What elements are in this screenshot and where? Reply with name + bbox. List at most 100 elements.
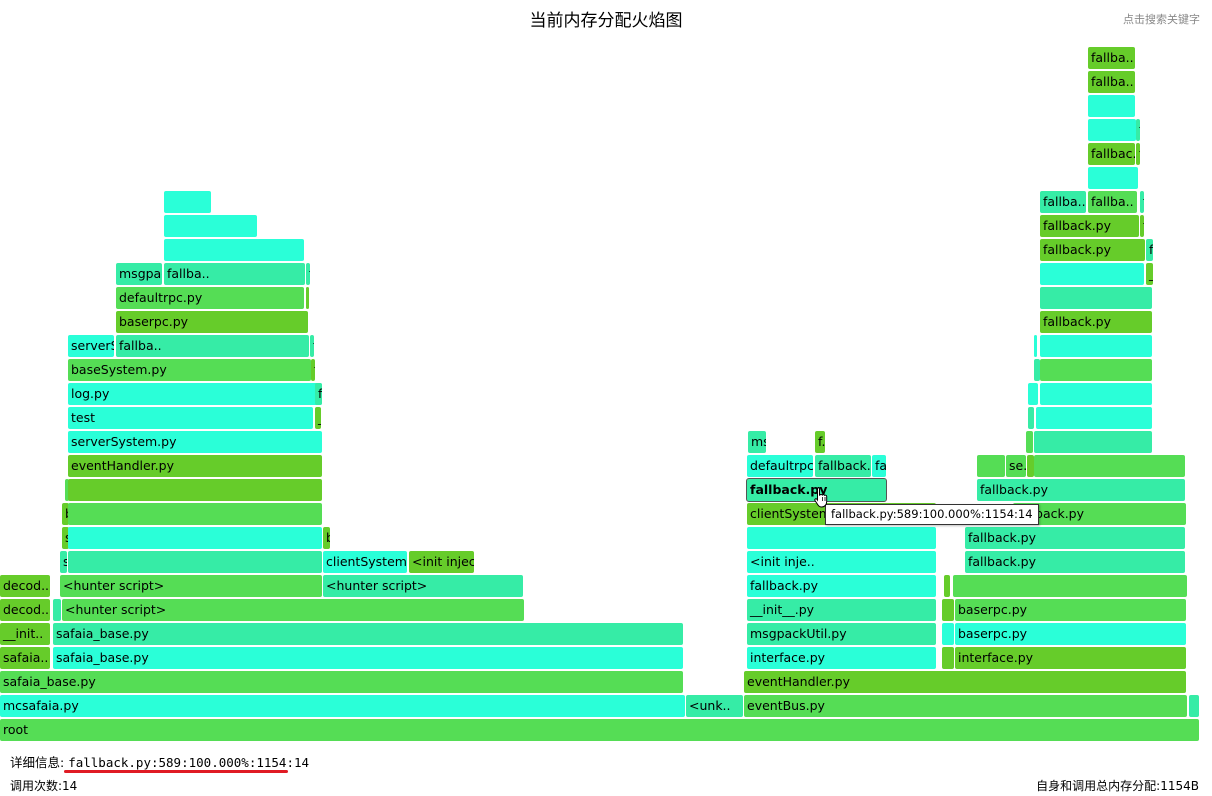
flame-frame[interactable] (1028, 407, 1034, 429)
flame-frame[interactable]: fallback.py (311, 359, 315, 381)
flame-frame[interactable]: fallba.. (1088, 71, 1135, 93)
flame-frame[interactable]: root (0, 719, 1199, 741)
flame-frame[interactable]: baserpc.py (955, 599, 1186, 621)
flame-frame[interactable] (1034, 455, 1185, 477)
flame-frame[interactable]: fallba.. (1136, 119, 1140, 141)
flame-frame[interactable] (942, 647, 954, 669)
flame-frame[interactable] (953, 575, 1187, 597)
flame-frame[interactable] (1040, 335, 1152, 357)
flame-frame[interactable] (1040, 263, 1144, 285)
flame-frame[interactable]: __init.. (0, 623, 50, 645)
flame-frame[interactable] (1088, 95, 1135, 117)
flame-frame[interactable] (944, 575, 950, 597)
flame-frame[interactable]: serverSystem.py (68, 431, 322, 453)
flame-frame[interactable] (1026, 431, 1033, 453)
flame-frame[interactable]: log.py (68, 383, 322, 405)
flame-frame[interactable]: <hunter script> (60, 575, 322, 597)
flame-frame[interactable]: safaia.. (0, 647, 50, 669)
flame-frame[interactable] (164, 191, 211, 213)
flame-frame[interactable]: eventBus.py (744, 695, 1187, 717)
flame-frame[interactable]: fallbac.. (1088, 143, 1135, 165)
flame-frame[interactable]: serverSystemManager.py (62, 527, 69, 549)
flame-frame[interactable]: decod.. (0, 575, 50, 597)
flame-frame[interactable]: fallba.. (1136, 143, 1140, 165)
flame-frame[interactable]: serverrpchandler.py (60, 551, 67, 573)
flame-frame[interactable] (977, 455, 1005, 477)
flame-frame[interactable]: <init inje.. (747, 551, 936, 573)
flame-frame[interactable]: mcsafaia.py (0, 695, 685, 717)
flame-frame[interactable] (68, 551, 322, 573)
flame-frame[interactable] (1034, 359, 1040, 381)
flame-frame[interactable]: __init__.py (747, 599, 936, 621)
flame-frame[interactable]: interface.py (747, 647, 936, 669)
flame-frame[interactable]: clientSystem.py (323, 551, 407, 573)
flame-frame[interactable]: baserpc.py (116, 311, 308, 333)
flame-frame[interactable] (1027, 455, 1034, 477)
flame-frame[interactable] (1040, 287, 1152, 309)
flame-frame[interactable]: eventHandler.py (744, 671, 1186, 693)
flame-frame[interactable]: fallba.. (116, 335, 309, 357)
flame-frame[interactable] (68, 503, 322, 525)
flame-frame[interactable] (1034, 335, 1037, 357)
flame-frame[interactable]: <init injecti.. (409, 551, 474, 573)
flame-frame[interactable]: baserpc.py (955, 623, 1186, 645)
search-keyword-button[interactable]: 点击搜索关键字 (1123, 13, 1200, 26)
flame-frame[interactable]: fallback.py (747, 575, 936, 597)
flame-frame[interactable] (1036, 407, 1152, 429)
flame-frame[interactable]: fallback.py (815, 455, 871, 477)
flame-frame[interactable]: f.. (815, 431, 825, 453)
flame-frame[interactable] (942, 599, 954, 621)
flame-frame[interactable]: fallback.py (1146, 239, 1153, 261)
flame-frame[interactable] (164, 215, 257, 237)
flame-frame[interactable]: safaia_base.py (53, 623, 683, 645)
flame-frame[interactable]: fallback.py (965, 551, 1185, 573)
flame-frame[interactable] (1040, 383, 1152, 405)
flame-frame[interactable] (1088, 119, 1136, 141)
flame-frame[interactable] (1189, 695, 1199, 717)
flame-frame[interactable]: fallback.py (1040, 239, 1145, 261)
flame-frame[interactable]: fallba.. (1040, 191, 1086, 213)
flame-frame[interactable]: fallba.. (1088, 47, 1135, 69)
flame-frame[interactable]: interface.py (955, 647, 1186, 669)
flame-frame[interactable]: fallback.py (310, 335, 314, 357)
flame-frame[interactable]: defaultrpc.py (747, 455, 813, 477)
flame-frame[interactable]: __init__.py (315, 407, 321, 429)
flame-frame[interactable]: msgpackUtil.py (747, 623, 936, 645)
flame-frame[interactable]: safaia_base.py (0, 671, 683, 693)
flame-frame[interactable] (1034, 431, 1152, 453)
flame-frame[interactable] (68, 479, 322, 501)
flame-frame[interactable] (1040, 359, 1152, 381)
flame-frame[interactable] (1028, 383, 1038, 405)
flame-frame[interactable]: fallba.. (164, 263, 305, 285)
flame-frame[interactable]: fallback.py (965, 527, 1185, 549)
flame-frame[interactable]: <hunter script> (62, 599, 524, 621)
flame-frame[interactable]: msgpackUtil.py (116, 263, 162, 285)
flame-frame[interactable]: baseSystem.py (68, 359, 311, 381)
flame-frame[interactable]: <hunter script> (323, 575, 523, 597)
flame-frame[interactable]: fallback.py (977, 479, 1185, 501)
flame-frame[interactable]: fallbac.. (872, 455, 886, 477)
flame-frame-hovered[interactable]: fallback.py (746, 478, 887, 502)
flame-frame[interactable]: decod.. (0, 599, 50, 621)
flame-frame[interactable]: fallback.py (306, 287, 309, 309)
flame-frame[interactable]: fallback.py (315, 383, 322, 405)
flame-frame[interactable]: baseSystemManager.py (62, 503, 69, 525)
flame-frame[interactable] (1088, 167, 1138, 189)
flame-frame[interactable]: se.. (1006, 455, 1026, 477)
flame-frame[interactable]: defaultrpc.py (116, 287, 304, 309)
flame-frame[interactable] (747, 527, 936, 549)
flame-frame[interactable]: test (68, 407, 313, 429)
flame-frame[interactable] (942, 623, 954, 645)
flame-frame[interactable]: fallba.. (1088, 191, 1137, 213)
flame-frame[interactable] (68, 527, 322, 549)
flame-frame[interactable]: fallback.py (1013, 503, 1186, 525)
flame-frame[interactable]: fallbac.. (1140, 191, 1144, 213)
flame-frame[interactable] (164, 239, 304, 261)
flame-frame[interactable]: eventHandler.py (68, 455, 322, 477)
flame-frame[interactable]: fallback.py (1140, 215, 1144, 237)
flame-frame[interactable]: <unk.. (686, 695, 743, 717)
flame-frame[interactable]: msgpackUtil.py (748, 431, 766, 453)
flame-frame[interactable]: fallback.py (1040, 311, 1152, 333)
flame-frame[interactable]: fallback.py (1040, 215, 1139, 237)
flame-frame[interactable]: serverSystem.py (68, 335, 114, 357)
